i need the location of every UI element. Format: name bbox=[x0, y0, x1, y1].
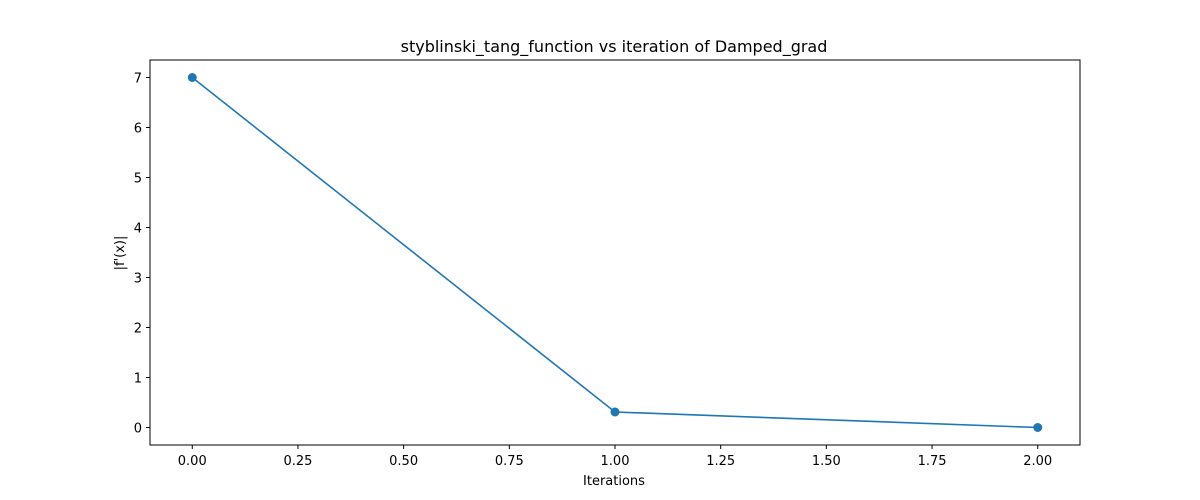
data-point bbox=[187, 73, 197, 82]
data-point bbox=[610, 407, 620, 417]
x-tick-label: 0.75 bbox=[495, 454, 524, 469]
x-tick-label: 1.25 bbox=[706, 454, 735, 469]
x-tick-label: 0.50 bbox=[389, 454, 418, 469]
x-axis-label: Iterations bbox=[583, 474, 645, 489]
y-tick-label: 0 bbox=[134, 422, 142, 437]
y-tick-label: 3 bbox=[134, 272, 142, 287]
x-tick-label: 0.00 bbox=[178, 454, 207, 469]
series-line bbox=[191, 76, 1038, 429]
x-tick-label: 1.00 bbox=[601, 454, 630, 469]
y-tick-label: 5 bbox=[134, 172, 142, 187]
plot-area bbox=[187, 73, 1043, 432]
x-axis: 0.00 0.25 0.50 0.75 1.00 1.25 1.50 1.75 2.00 bbox=[178, 445, 1052, 469]
y-tick-label: 2 bbox=[134, 322, 142, 337]
x-tick-label: 1.75 bbox=[918, 454, 947, 469]
chart-title: styblinski_tang_function vs iteration of… bbox=[401, 37, 828, 57]
plot-frame bbox=[149, 59, 1081, 446]
y-axis: 0 1 2 3 4 5 6 7 bbox=[134, 72, 150, 437]
y-axis-label: |f'(x)| bbox=[113, 236, 128, 271]
x-tick-label: 2.00 bbox=[1023, 454, 1052, 469]
x-tick-label: 0.25 bbox=[283, 454, 312, 469]
y-tick-label: 4 bbox=[134, 222, 142, 237]
y-tick-label: 6 bbox=[134, 122, 142, 137]
x-tick-label: 1.50 bbox=[812, 454, 841, 469]
y-tick-label: 1 bbox=[134, 372, 142, 387]
data-point bbox=[1033, 423, 1043, 432]
y-tick-label: 7 bbox=[134, 72, 142, 87]
